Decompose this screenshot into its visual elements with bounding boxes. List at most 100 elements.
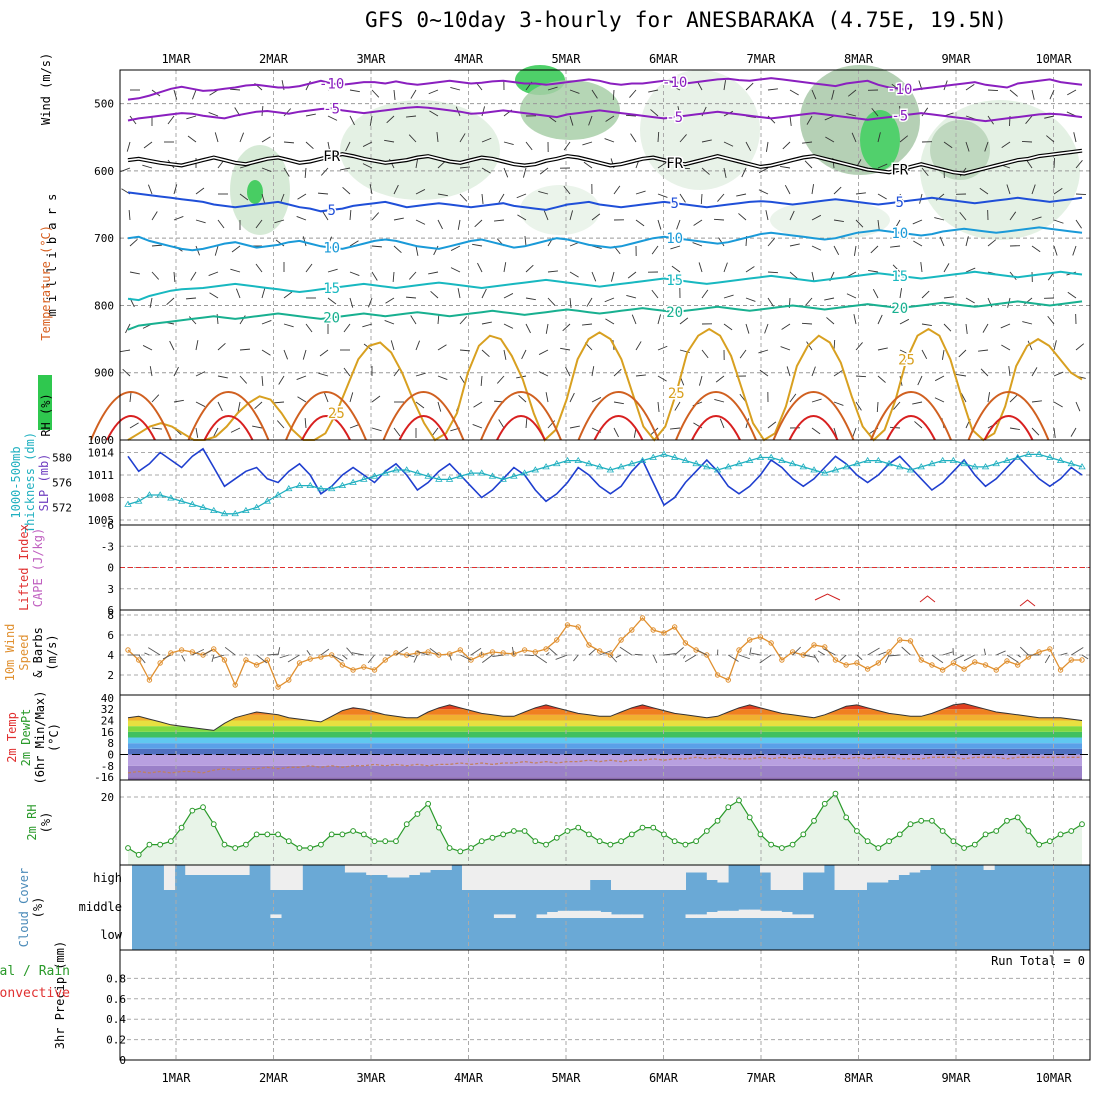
wind-barb: [415, 245, 419, 256]
wind-speed-marker: [886, 649, 892, 655]
wind-speed-marker: [918, 657, 924, 663]
thickness-marker: [231, 509, 239, 517]
wind-speed-marker: [714, 672, 721, 678]
wind-barb: [1053, 401, 1063, 408]
day-label-top: 3MAR: [357, 52, 387, 66]
thickness-marker: [220, 509, 229, 517]
rh-marker: [510, 828, 517, 834]
high-cloud-gap: [430, 865, 442, 870]
wind-barb-10m: [813, 654, 820, 663]
value-tick: 1014: [88, 447, 115, 460]
wind-barb: [186, 115, 197, 120]
wind-barb: [1075, 160, 1083, 169]
high-cloud-gap: [579, 865, 591, 890]
mid-cloud-gap: [557, 910, 569, 918]
thickness-marker: [467, 469, 475, 476]
wind-barb-10m: [619, 646, 633, 656]
wind-speed-marker: [854, 660, 860, 666]
high-cloud-gap: [855, 865, 867, 890]
wind-speed-marker: [296, 660, 303, 666]
wind-barb: [855, 375, 867, 378]
wind-barb-10m: [888, 654, 900, 657]
rh-marker: [500, 831, 507, 838]
wind-speed-marker: [993, 667, 999, 673]
wind-barb: [415, 372, 426, 377]
wind-barb: [921, 290, 930, 299]
thickness-marker: [981, 463, 990, 470]
wind-barb: [214, 245, 219, 256]
side-label-text: Speed: [17, 634, 31, 670]
wind-barb: [239, 375, 248, 384]
wind-barb: [965, 236, 969, 247]
value-tick: 0.8: [106, 972, 126, 985]
thickness-marker: [863, 456, 872, 464]
wind-barb: [805, 297, 813, 306]
wind-barb: [481, 167, 491, 174]
rh-marker: [350, 828, 357, 834]
wind-barb: [255, 219, 263, 229]
wind-barb: [195, 340, 199, 351]
wind-barb: [195, 427, 199, 438]
chart-title: GFS 0~10day 3-hourly for ANESBARAKA (4.7…: [365, 8, 1008, 32]
wind-barb-10m: [839, 654, 847, 662]
wind-barb: [758, 167, 769, 174]
mid-cloud-gap: [685, 914, 697, 918]
value-tick: 1008: [88, 492, 115, 505]
high-cloud-gap: [760, 865, 772, 873]
temp-tick: 32: [101, 703, 114, 716]
high-cloud-gap: [621, 865, 633, 890]
wind-speed-marker: [511, 651, 517, 657]
wind-barb: [129, 422, 139, 429]
mid-cloud-gap: [493, 914, 506, 918]
rh-marker: [714, 817, 721, 824]
wind-barb: [173, 366, 179, 377]
wind-barb: [278, 375, 285, 385]
wind-barb: [1053, 188, 1063, 195]
thickness-marker: [274, 491, 282, 498]
wind-barb: [457, 288, 461, 299]
wind-speed-marker: [779, 657, 785, 663]
pressure-tick: 500: [94, 98, 114, 111]
thickness-marker: [585, 459, 593, 467]
wind-barb: [679, 317, 689, 325]
wind-barb: [701, 289, 709, 299]
rh-marker: [757, 831, 764, 838]
wind-barb: [853, 314, 857, 325]
wind-speed-marker: [136, 657, 142, 663]
thickness-marker: [167, 494, 175, 501]
wind-barb: [151, 427, 162, 430]
value-tick: 0: [107, 562, 114, 575]
temp-tick: 16: [101, 726, 114, 739]
wind-speed-marker: [704, 652, 710, 658]
wind-speed-marker: [521, 647, 528, 653]
wind-barb: [415, 401, 425, 409]
wind-barb: [393, 367, 401, 377]
contour-label: 20: [666, 305, 683, 321]
wind-barb: [591, 271, 597, 282]
contour-label: 5: [327, 203, 335, 219]
day-label-top: 4MAR: [454, 52, 484, 66]
side-legend: Wind (m/s) Temperature (°C) RH (%): [38, 53, 53, 437]
panel-side-label: (%): [39, 812, 53, 834]
wind-barb: [349, 423, 360, 429]
thickness-marker: [821, 469, 829, 476]
high-cloud-gap: [195, 865, 208, 875]
rh-marker: [435, 824, 442, 831]
thickness-marker: [1003, 456, 1011, 464]
wind-barb: [369, 184, 373, 195]
wind-barb: [670, 245, 681, 250]
wind-barb-10m: [749, 647, 752, 656]
wind-barb-10m: [470, 647, 482, 656]
wind-barb-10m: [320, 648, 330, 656]
wind-barb-10m: [192, 648, 205, 656]
thickness-marker: [445, 475, 454, 482]
day-label-bottom: 2MAR: [259, 1071, 289, 1085]
rh-marker: [1057, 831, 1064, 838]
high-cloud-gap: [270, 865, 282, 890]
temp-color-band: [128, 765, 1082, 778]
wind-barb: [789, 393, 797, 403]
wind-barb: [583, 161, 593, 169]
wind-barb: [415, 158, 419, 169]
temp-color-band: [128, 737, 1082, 744]
wind-speed-marker: [982, 662, 989, 668]
